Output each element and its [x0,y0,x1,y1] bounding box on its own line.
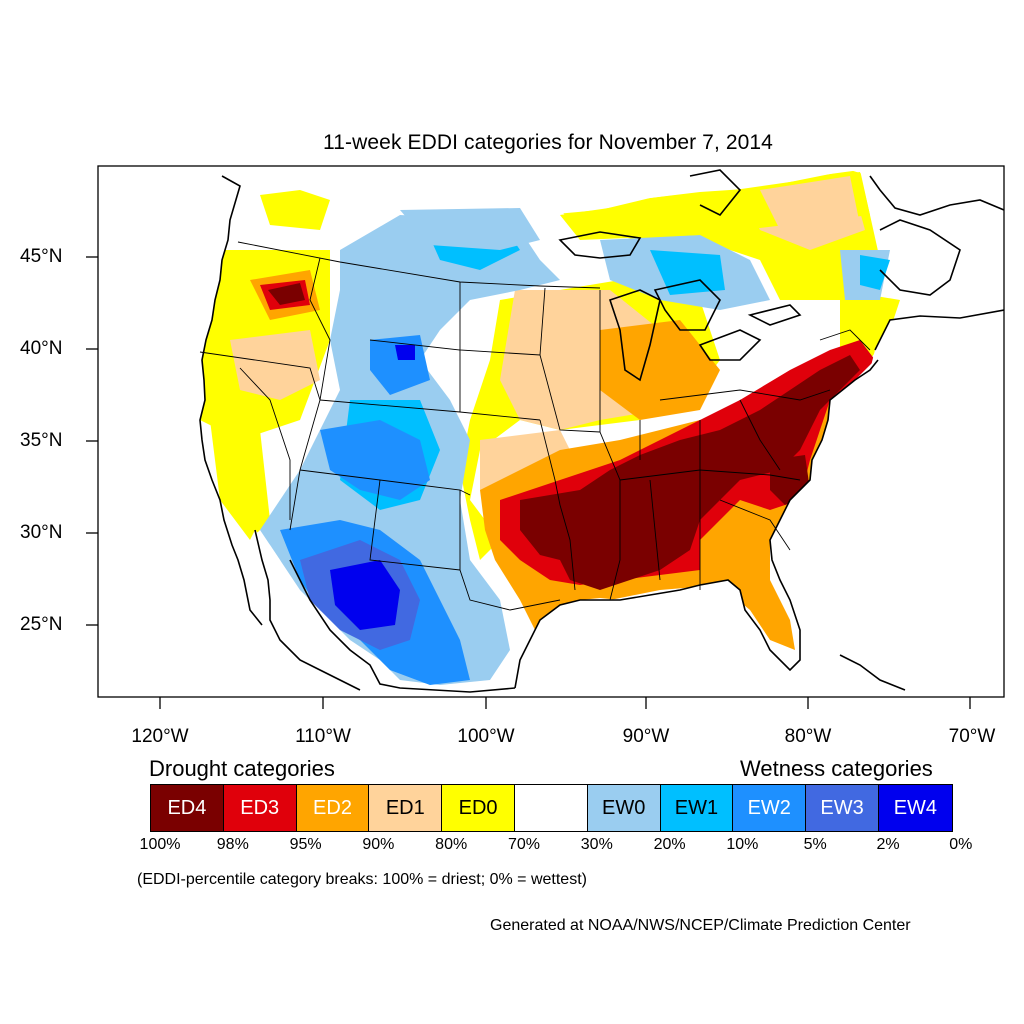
percentile-break-label: 20% [653,836,686,853]
category-legend: ED4 ED3 ED2 ED1 ED0 EW0 EW1 EW2 EW3 EW4 [150,784,953,832]
legend-swatch-ed0: ED0 [442,785,515,831]
coastlines [199,169,1004,693]
percentile-break-label: 80% [435,836,468,853]
lon-label-80: 80°W [784,726,832,747]
lon-label-110: 110°W [295,726,351,747]
wetness-heading: Wetness categories [740,756,933,781]
legend-swatch-ed2: ED2 [296,785,370,831]
lon-label-70: 70°W [948,726,996,747]
percentile-break-label: 70% [507,836,541,853]
legend-swatch-ed1: ED1 [369,785,443,831]
category-fill-layer [200,170,900,685]
lon-label-90: 90°W [622,726,670,747]
legend-swatch-neutral [514,785,588,831]
percentile-break-label: 30% [580,836,613,853]
lon-label-120: 120°W [131,726,189,747]
percentile-break-label: 5% [803,836,827,853]
legend-swatch-ew3: EW3 [806,785,879,831]
legend-swatch-ew2: EW2 [733,785,807,831]
lon-label-100: 100°W [457,726,515,747]
legend-swatch-ew0: EW0 [587,785,661,831]
percentile-break-label: 10% [726,836,759,853]
lat-label-35: 35°N [20,430,63,451]
legend-swatch-ew1: EW1 [660,785,734,831]
percentile-break-label: 90% [362,836,395,853]
credit-text: Generated at NOAA/NWS/NCEP/Climate Predi… [490,917,911,934]
drought-heading: Drought categories [149,756,335,781]
axis-ticks [86,256,971,709]
lat-label-25: 25°N [20,614,63,635]
legend-swatch-ew4: EW4 [878,785,952,831]
lat-label-45: 45°N [20,246,63,267]
legend-swatch-ed3: ED3 [223,785,297,831]
percentile-note: (EDDI-percentile category breaks: 100% =… [137,871,587,888]
percentile-break-label: 95% [289,836,322,853]
lat-label-30: 30°N [20,522,63,543]
map-title: 11-week EDDI categories for November 7, … [323,131,773,154]
lat-label-40: 40°N [20,338,63,359]
state-borders [199,241,871,611]
legend-swatch-ed4: ED4 [151,785,224,831]
percentile-break-label: 2% [876,836,900,853]
percentile-break-label: 100% [139,836,181,853]
percentile-break-label: 98% [216,836,249,853]
percentile-break-label: 0% [949,836,973,853]
